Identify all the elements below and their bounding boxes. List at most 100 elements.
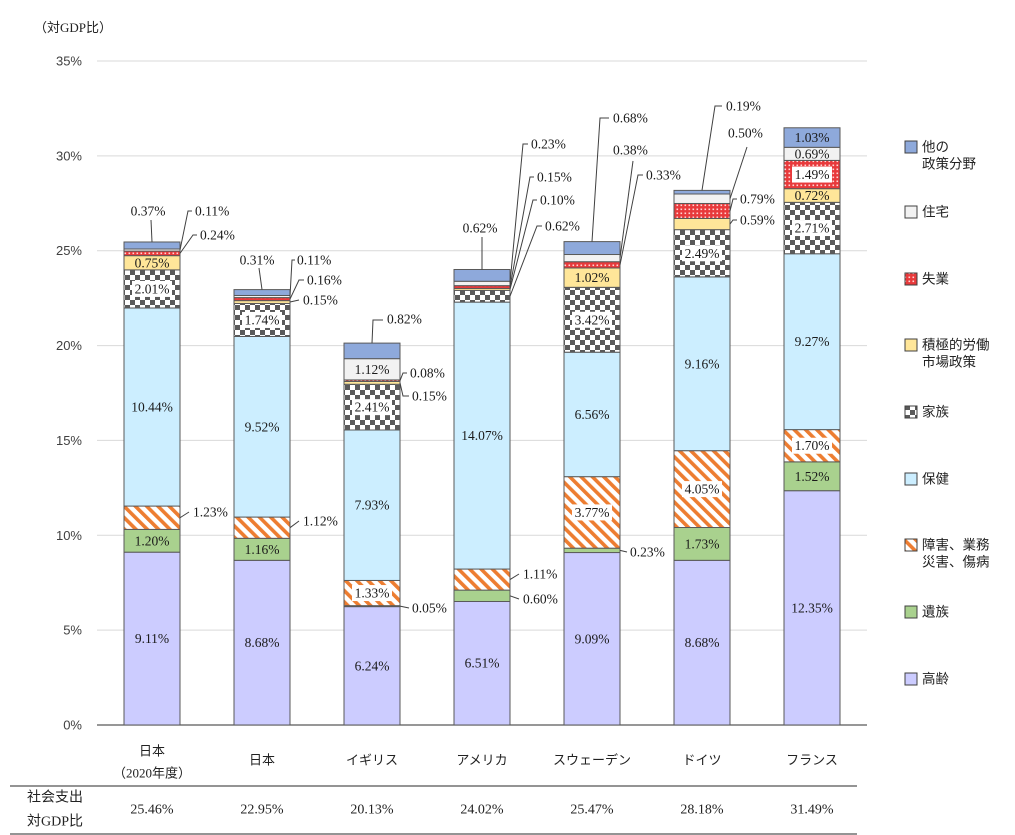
bar-segment-elderly — [563, 552, 621, 726]
leader-line — [619, 160, 634, 259]
bar-stack — [233, 289, 291, 726]
leader-line — [729, 219, 737, 225]
bar-segment-other-policy — [783, 127, 841, 148]
data-label-housing: 0.11% — [195, 204, 229, 219]
leader-line — [289, 299, 300, 303]
bar-segment-housing — [563, 254, 621, 263]
data-label-health: 10.44% — [131, 400, 173, 415]
bar-segment-active-labour-market — [673, 217, 731, 231]
bar-segment-other-policy — [453, 268, 511, 282]
bar-segment-unemployment — [673, 202, 731, 219]
leader-line — [289, 259, 295, 297]
legend-item-elderly: 高齢 — [904, 671, 950, 687]
y-tick-label: 15% — [56, 433, 82, 448]
data-label-other-policy: 0.68% — [613, 111, 648, 126]
data-label-active-labour-market: 0.72% — [795, 188, 830, 203]
category-label: アメリカ — [456, 753, 507, 768]
leader-line — [509, 143, 528, 284]
summary-table: 25.46% 22.95% 20.13% 24.02% 25.47% 28.18% 31.4… — [10, 785, 857, 835]
category-label: ドイツ — [682, 753, 721, 768]
bar-segment-elderly — [233, 559, 291, 726]
category-label: スウェーデン — [553, 753, 631, 768]
bar-segment-disability — [453, 568, 511, 591]
bar-stack — [123, 241, 181, 726]
y-tick-label: 20% — [56, 338, 82, 353]
leader-line — [509, 573, 520, 581]
table-total-value: 25.47% — [570, 803, 614, 818]
legend-swatch — [904, 338, 918, 352]
y-axis-title: （対GDP比） — [34, 20, 112, 35]
bar-segment-health — [453, 301, 511, 570]
leader-line — [289, 279, 304, 300]
bar-segment-survivors — [783, 461, 841, 492]
data-label-other-policy: 0.19% — [726, 99, 761, 114]
data-label-elderly: 8.68% — [685, 635, 720, 650]
category-label: イギリス — [346, 753, 398, 768]
legend-label: 災害、傷病 — [922, 555, 990, 570]
data-label-unemployment: 0.16% — [307, 273, 342, 288]
bar-segment-health — [343, 429, 401, 581]
data-label-survivors: 1.16% — [245, 542, 280, 557]
leader-line — [509, 199, 537, 290]
category-label: 日本 — [249, 753, 275, 768]
data-label-elderly: 6.24% — [355, 658, 390, 673]
leader-line — [509, 176, 534, 288]
data-label-disability: 3.77% — [575, 505, 610, 520]
leader-line — [701, 105, 722, 191]
legend-item-health: 保健 — [904, 472, 949, 487]
legend-label: 政策分野 — [922, 156, 976, 172]
data-label-elderly: 8.68% — [245, 635, 280, 650]
leader-line — [289, 520, 300, 529]
bar-segment-survivors — [453, 589, 511, 602]
data-label-background — [132, 280, 172, 297]
data-label-disability: 1.23% — [193, 505, 228, 520]
table-total-value: 28.18% — [680, 803, 724, 818]
leader-line — [399, 382, 409, 397]
bar-segment-other-policy — [673, 189, 731, 195]
legend-item-survivors: 遺族 — [904, 605, 950, 620]
leader-line — [509, 595, 520, 600]
legend-swatch — [904, 140, 918, 154]
data-label-background — [352, 399, 392, 416]
data-label-health: 6.56% — [575, 407, 610, 422]
data-label-background — [242, 311, 282, 328]
legend-label: 積極的労働 — [922, 338, 990, 353]
data-label-family: 2.49% — [685, 246, 720, 261]
legend-swatch — [904, 672, 918, 686]
legend-swatch — [904, 472, 918, 486]
data-label-family: 2.71% — [795, 221, 830, 236]
data-label-elderly: 6.51% — [465, 656, 500, 671]
legend-label: 住宅 — [922, 205, 949, 220]
bar-segment-elderly — [343, 606, 401, 726]
data-label-elderly: 12.35% — [791, 600, 833, 615]
data-label-disability: 1.11% — [523, 567, 557, 582]
leader-line — [258, 267, 263, 290]
category-label: フランス — [786, 753, 838, 768]
category-label: 日本 — [139, 744, 165, 759]
data-label-other-policy: 0.62% — [463, 221, 498, 236]
data-label-survivors: 1.20% — [135, 533, 170, 548]
data-label-disability: 1.12% — [303, 514, 338, 529]
data-label-unemployment: 0.15% — [537, 170, 572, 185]
leader-line — [179, 511, 190, 519]
data-label-active-labour-market: 0.10% — [540, 193, 575, 208]
data-label-elderly: 9.09% — [575, 631, 610, 646]
data-label-health: 9.16% — [685, 356, 720, 371]
data-label-family: 3.42% — [575, 312, 610, 327]
data-label-health: 9.27% — [795, 334, 830, 349]
data-label-health: 14.07% — [461, 428, 503, 443]
data-label-background — [682, 481, 722, 498]
data-label-background — [572, 311, 612, 328]
y-tick-label: 25% — [56, 243, 82, 258]
bar-segment-health — [563, 351, 621, 478]
leader-line — [371, 319, 383, 344]
data-label-survivors: 0.05% — [412, 601, 447, 616]
bar-segment-other-policy — [123, 241, 181, 250]
table-total-value: 22.95% — [240, 803, 284, 818]
bar-segment-other-policy — [343, 342, 401, 360]
bar-segment-survivors — [563, 547, 621, 554]
table-total-value: 24.02% — [460, 803, 504, 818]
